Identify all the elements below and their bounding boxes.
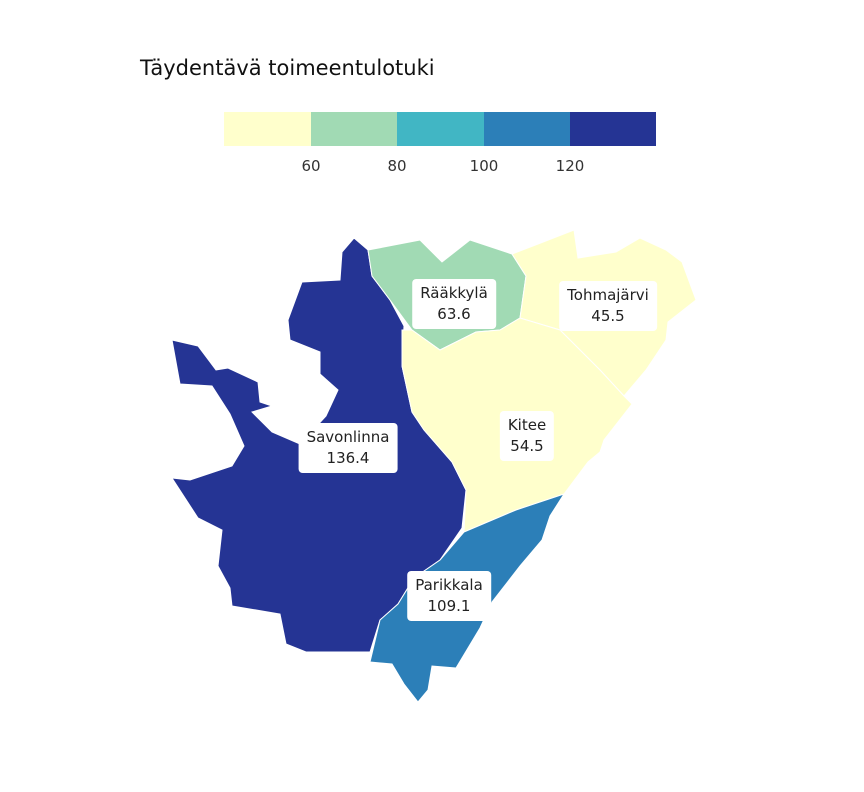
legend-bin-4 — [484, 112, 570, 146]
legend-tick-60: 60 — [301, 157, 320, 175]
label-kitee-name: Kitee — [507, 416, 547, 434]
label-raakkyla-name: Rääkkylä — [420, 284, 488, 302]
legend-bin-2 — [311, 112, 397, 146]
legend-tick-100: 100 — [470, 157, 499, 175]
label-savonlinna: Savonlinna 136.4 — [298, 423, 398, 473]
legend-tick-120: 120 — [556, 157, 585, 175]
label-kitee-value: 54.5 — [510, 437, 544, 455]
label-tohmajarvi: Tohmajärvi 45.5 — [559, 281, 657, 331]
label-parikkala: Parikkala 109.1 — [407, 571, 491, 621]
label-savonlinna-name: Savonlinna — [306, 428, 390, 446]
label-kitee: Kitee 54.5 — [499, 411, 555, 461]
label-raakkyla-value: 63.6 — [437, 305, 471, 323]
legend-bin-5 — [570, 112, 656, 146]
label-tohmajarvi-name: Tohmajärvi — [567, 286, 649, 304]
legend-bin-1 — [224, 112, 311, 146]
label-parikkala-value: 109.1 — [427, 597, 471, 615]
label-parikkala-name: Parikkala — [415, 576, 483, 594]
label-raakkyla: Rääkkylä 63.6 — [412, 279, 496, 329]
label-tohmajarvi-value: 45.5 — [591, 307, 625, 325]
map-title: Täydentävä toimeentulotuki — [140, 56, 435, 80]
label-savonlinna-value: 136.4 — [326, 449, 370, 467]
legend-bin-3 — [397, 112, 484, 146]
color-legend: 60 80 100 120 — [224, 112, 656, 175]
legend-tick-80: 80 — [387, 157, 406, 175]
